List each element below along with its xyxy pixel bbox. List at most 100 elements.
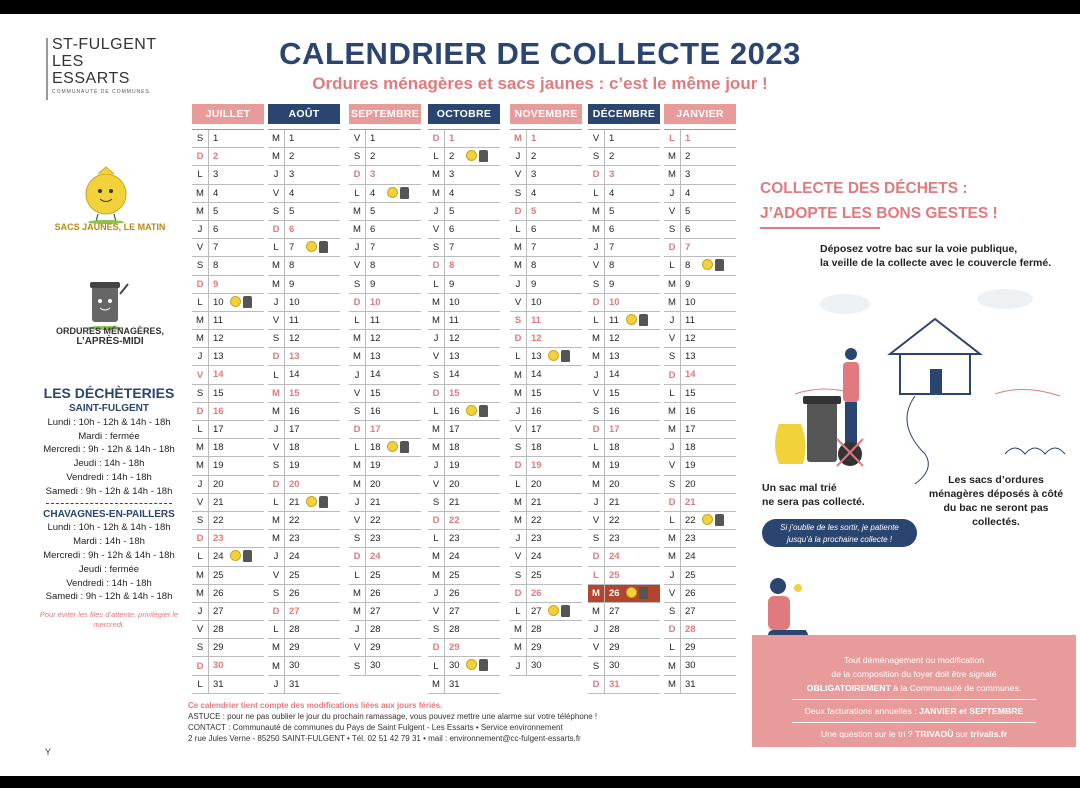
day-letter: M — [514, 260, 522, 272]
grey-bin-icon — [479, 150, 488, 163]
day-number: 20 — [284, 475, 309, 493]
day-number: 19 — [444, 457, 469, 475]
day-number: 16 — [604, 402, 629, 420]
day-number: 16 — [680, 402, 705, 420]
day-row: S 26 — [268, 584, 340, 603]
day-letter: J — [515, 405, 521, 417]
day-letter: V — [432, 605, 440, 617]
day-number: 2 — [526, 148, 551, 166]
day-number: 25 — [365, 566, 390, 584]
day-row: V 20 — [428, 475, 500, 494]
day-letter: V — [592, 642, 600, 654]
day-letter: M — [514, 496, 522, 508]
day-number: 20 — [444, 475, 469, 493]
day-number: 25 — [208, 566, 233, 584]
day-letter: M — [432, 169, 440, 181]
day-letter: L — [593, 187, 599, 199]
yellow-bag-icon — [548, 604, 559, 616]
day-row: D 16 — [192, 402, 264, 421]
day-row: J 25 — [664, 566, 736, 585]
day-row: D 17 — [349, 421, 421, 440]
day-letter: V — [432, 478, 440, 490]
footer: Ce calendrier tient compte des modificat… — [188, 700, 748, 744]
day-row: V 11 — [268, 311, 340, 331]
day-letter: S — [272, 587, 280, 599]
day-number: 5 — [526, 202, 551, 220]
grey-bin-icon — [715, 513, 724, 526]
info-line2: de la composition du foyer doit être sig… — [831, 669, 997, 679]
day-number: 31 — [444, 675, 469, 693]
day-number: 19 — [284, 457, 309, 475]
info-line3-rest: à la Communauté de communes. — [890, 683, 1022, 693]
day-number: 15 — [680, 384, 705, 402]
day-number: 22 — [208, 511, 233, 530]
day-letter: M — [432, 569, 440, 581]
day-row: J 27 — [192, 602, 264, 622]
day-number: 9 — [365, 275, 390, 293]
day-number: 11 — [208, 311, 233, 330]
legend-grey-line2: L’APRÈS-MIDI — [76, 336, 144, 347]
day-letter: S — [592, 660, 600, 672]
day-letter: J — [197, 224, 203, 236]
day-row: J 30 — [510, 657, 582, 676]
day-row: M 25 — [428, 566, 500, 585]
day-letter: V — [353, 642, 361, 654]
day-letter: J — [273, 678, 279, 690]
info-line5-link[interactable]: trivalis.fr — [970, 729, 1008, 739]
day-letter: M — [514, 515, 522, 527]
day-row: D 10 — [588, 293, 660, 312]
day-row: D 26 — [510, 584, 582, 603]
day-number: 18 — [444, 439, 469, 457]
day-number: 24 — [284, 548, 309, 566]
day-letter: M — [668, 551, 676, 563]
site2-hours: Lundi : 10h - 12h & 14h - 18h Mardi : 14h… — [34, 521, 184, 604]
day-letter: D — [272, 224, 280, 236]
day-number: 28 — [444, 621, 469, 639]
day-number: 19 — [604, 457, 629, 475]
calendar-page: ST-FULGENT LES ESSARTS COMMUNAUTÉ DE COM… — [0, 14, 1080, 776]
day-letter: L — [669, 515, 675, 527]
day-number: 25 — [680, 566, 705, 584]
day-number: 29 — [444, 639, 469, 657]
day-letter: M — [272, 133, 280, 145]
day-letter: M — [514, 242, 522, 254]
day-number: 24 — [365, 548, 390, 566]
day-row: M 22 — [268, 511, 340, 531]
day-row: L 27 — [510, 602, 582, 622]
right-title: COLLECTE DES DÉCHETS : J’ADOPTE LES BONS… — [760, 176, 998, 226]
day-letter: S — [196, 642, 204, 654]
day-row: L 17 — [192, 421, 264, 440]
day-letter: M — [196, 587, 204, 599]
yellow-bag-icon — [702, 513, 713, 525]
day-row: M 20 — [349, 475, 421, 494]
day-number: 28 — [365, 621, 390, 639]
day-number: 18 — [365, 439, 390, 457]
site2-hours-line: Jeudi : fermée — [78, 563, 140, 575]
day-number: 2 — [604, 148, 629, 166]
day-number: 10 — [208, 293, 233, 311]
day-number: 27 — [680, 602, 705, 621]
day-number: 29 — [680, 639, 705, 657]
site1-hours-line: Samedi : 9h - 12h & 14h - 18h — [45, 485, 173, 497]
day-row: J 26 — [428, 584, 500, 603]
day-number: 8 — [284, 257, 309, 275]
day-letter: S — [272, 333, 280, 345]
day-letter: D — [432, 133, 440, 145]
site1-name: SAINT-FULGENT — [69, 403, 149, 414]
day-number: 27 — [444, 602, 469, 621]
day-number: 1 — [604, 130, 629, 148]
day-number: 7 — [680, 239, 705, 257]
day-row: L 18 — [349, 439, 421, 458]
day-number: 15 — [604, 384, 629, 402]
day-letter: J — [433, 460, 439, 472]
day-letter: L — [515, 478, 521, 490]
day-row: D 10 — [349, 293, 421, 312]
day-letter: S — [592, 405, 600, 417]
